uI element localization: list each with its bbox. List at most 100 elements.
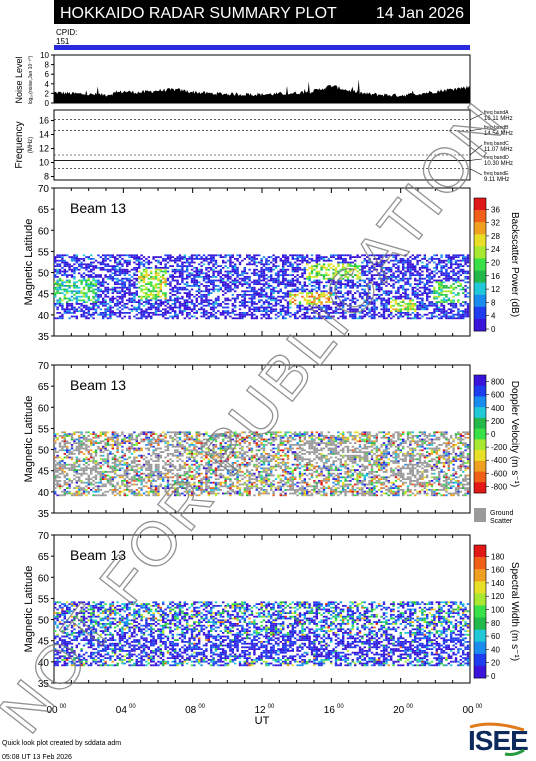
data-cell (162, 312, 165, 314)
data-cell (418, 306, 422, 309)
data-cell (102, 292, 105, 294)
data-cell (176, 478, 179, 480)
data-cell (330, 279, 333, 282)
data-cell (121, 445, 124, 448)
data-cell (159, 279, 162, 282)
data-cell (428, 312, 431, 314)
data-cell (315, 274, 318, 276)
data-cell (92, 469, 95, 471)
data-cell (368, 277, 371, 280)
data-cell (274, 317, 278, 320)
data-cell (406, 310, 410, 312)
data-cell (334, 288, 338, 291)
data-cell (150, 270, 153, 273)
data-cell (454, 272, 458, 275)
data-cell (207, 288, 210, 291)
data-cell (109, 259, 112, 262)
data-cell (361, 310, 364, 312)
data-cell (169, 306, 172, 309)
data-cell (171, 465, 174, 468)
data-cell (80, 303, 83, 305)
data-cell (358, 315, 362, 318)
data-cell (114, 433, 117, 435)
data-cell (399, 259, 402, 262)
data-cell (358, 268, 362, 271)
data-cell (121, 433, 124, 435)
data-cell (94, 485, 98, 488)
data-cell (219, 265, 222, 267)
data-cell (450, 304, 453, 307)
data-cell (118, 267, 122, 269)
data-cell (145, 292, 148, 294)
data-cell (90, 306, 93, 309)
data-cell (198, 487, 201, 489)
data-cell (90, 460, 93, 462)
data-cell (61, 313, 64, 316)
data-cell (195, 283, 198, 285)
data-cell (102, 440, 105, 443)
data-cell (54, 288, 57, 291)
data-cell (190, 303, 194, 305)
data-cell (70, 258, 74, 260)
data-cell (92, 272, 95, 275)
data-cell (114, 490, 117, 493)
data-cell (438, 288, 441, 291)
data-cell (450, 277, 453, 280)
data-cell (402, 315, 405, 318)
data-cell (56, 285, 59, 287)
data-cell (373, 277, 376, 280)
data-cell (226, 306, 230, 309)
data-cell (94, 471, 98, 473)
data-cell (56, 288, 59, 291)
data-cell (157, 306, 160, 309)
data-cell (75, 431, 78, 434)
data-cell (82, 467, 86, 470)
data-cell (409, 268, 412, 271)
data-cell (205, 274, 208, 276)
data-cell (198, 272, 201, 275)
data-cell (116, 299, 119, 302)
data-cell (406, 265, 410, 267)
data-cell (138, 494, 141, 497)
data-cell (169, 436, 172, 439)
data-cell (291, 263, 294, 266)
data-cell (238, 254, 242, 257)
data-cell (464, 315, 467, 318)
data-cell (159, 483, 162, 486)
data-cell (159, 440, 162, 443)
data-cell (421, 267, 424, 269)
data-cell (195, 431, 198, 434)
data-cell (118, 292, 122, 294)
data-cell (154, 489, 158, 491)
data-cell (133, 490, 136, 493)
data-cell (253, 295, 256, 298)
data-cell (442, 310, 446, 312)
data-cell (166, 299, 170, 302)
data-cell (382, 259, 386, 262)
data-cell (406, 288, 410, 291)
data-cell (78, 472, 81, 475)
data-cell (349, 261, 352, 264)
data-cell (382, 306, 386, 309)
data-cell (392, 263, 395, 266)
data-cell (116, 444, 119, 446)
data-cell (118, 476, 122, 479)
data-cell (58, 265, 62, 267)
data-cell (174, 467, 177, 470)
data-cell (114, 463, 117, 466)
data-cell (193, 460, 196, 462)
data-cell (342, 261, 345, 264)
data-cell (320, 290, 323, 293)
data-cell (414, 258, 417, 260)
data-cell (99, 313, 102, 316)
data-cell (99, 267, 102, 269)
data-cell (229, 276, 232, 278)
data-cell (152, 295, 155, 298)
data-cell (176, 315, 179, 318)
data-cell (270, 310, 273, 312)
data-cell (212, 272, 215, 275)
data-cell (90, 313, 93, 316)
data-cell (250, 294, 254, 296)
data-cell (90, 265, 93, 267)
data-cell (294, 268, 297, 271)
